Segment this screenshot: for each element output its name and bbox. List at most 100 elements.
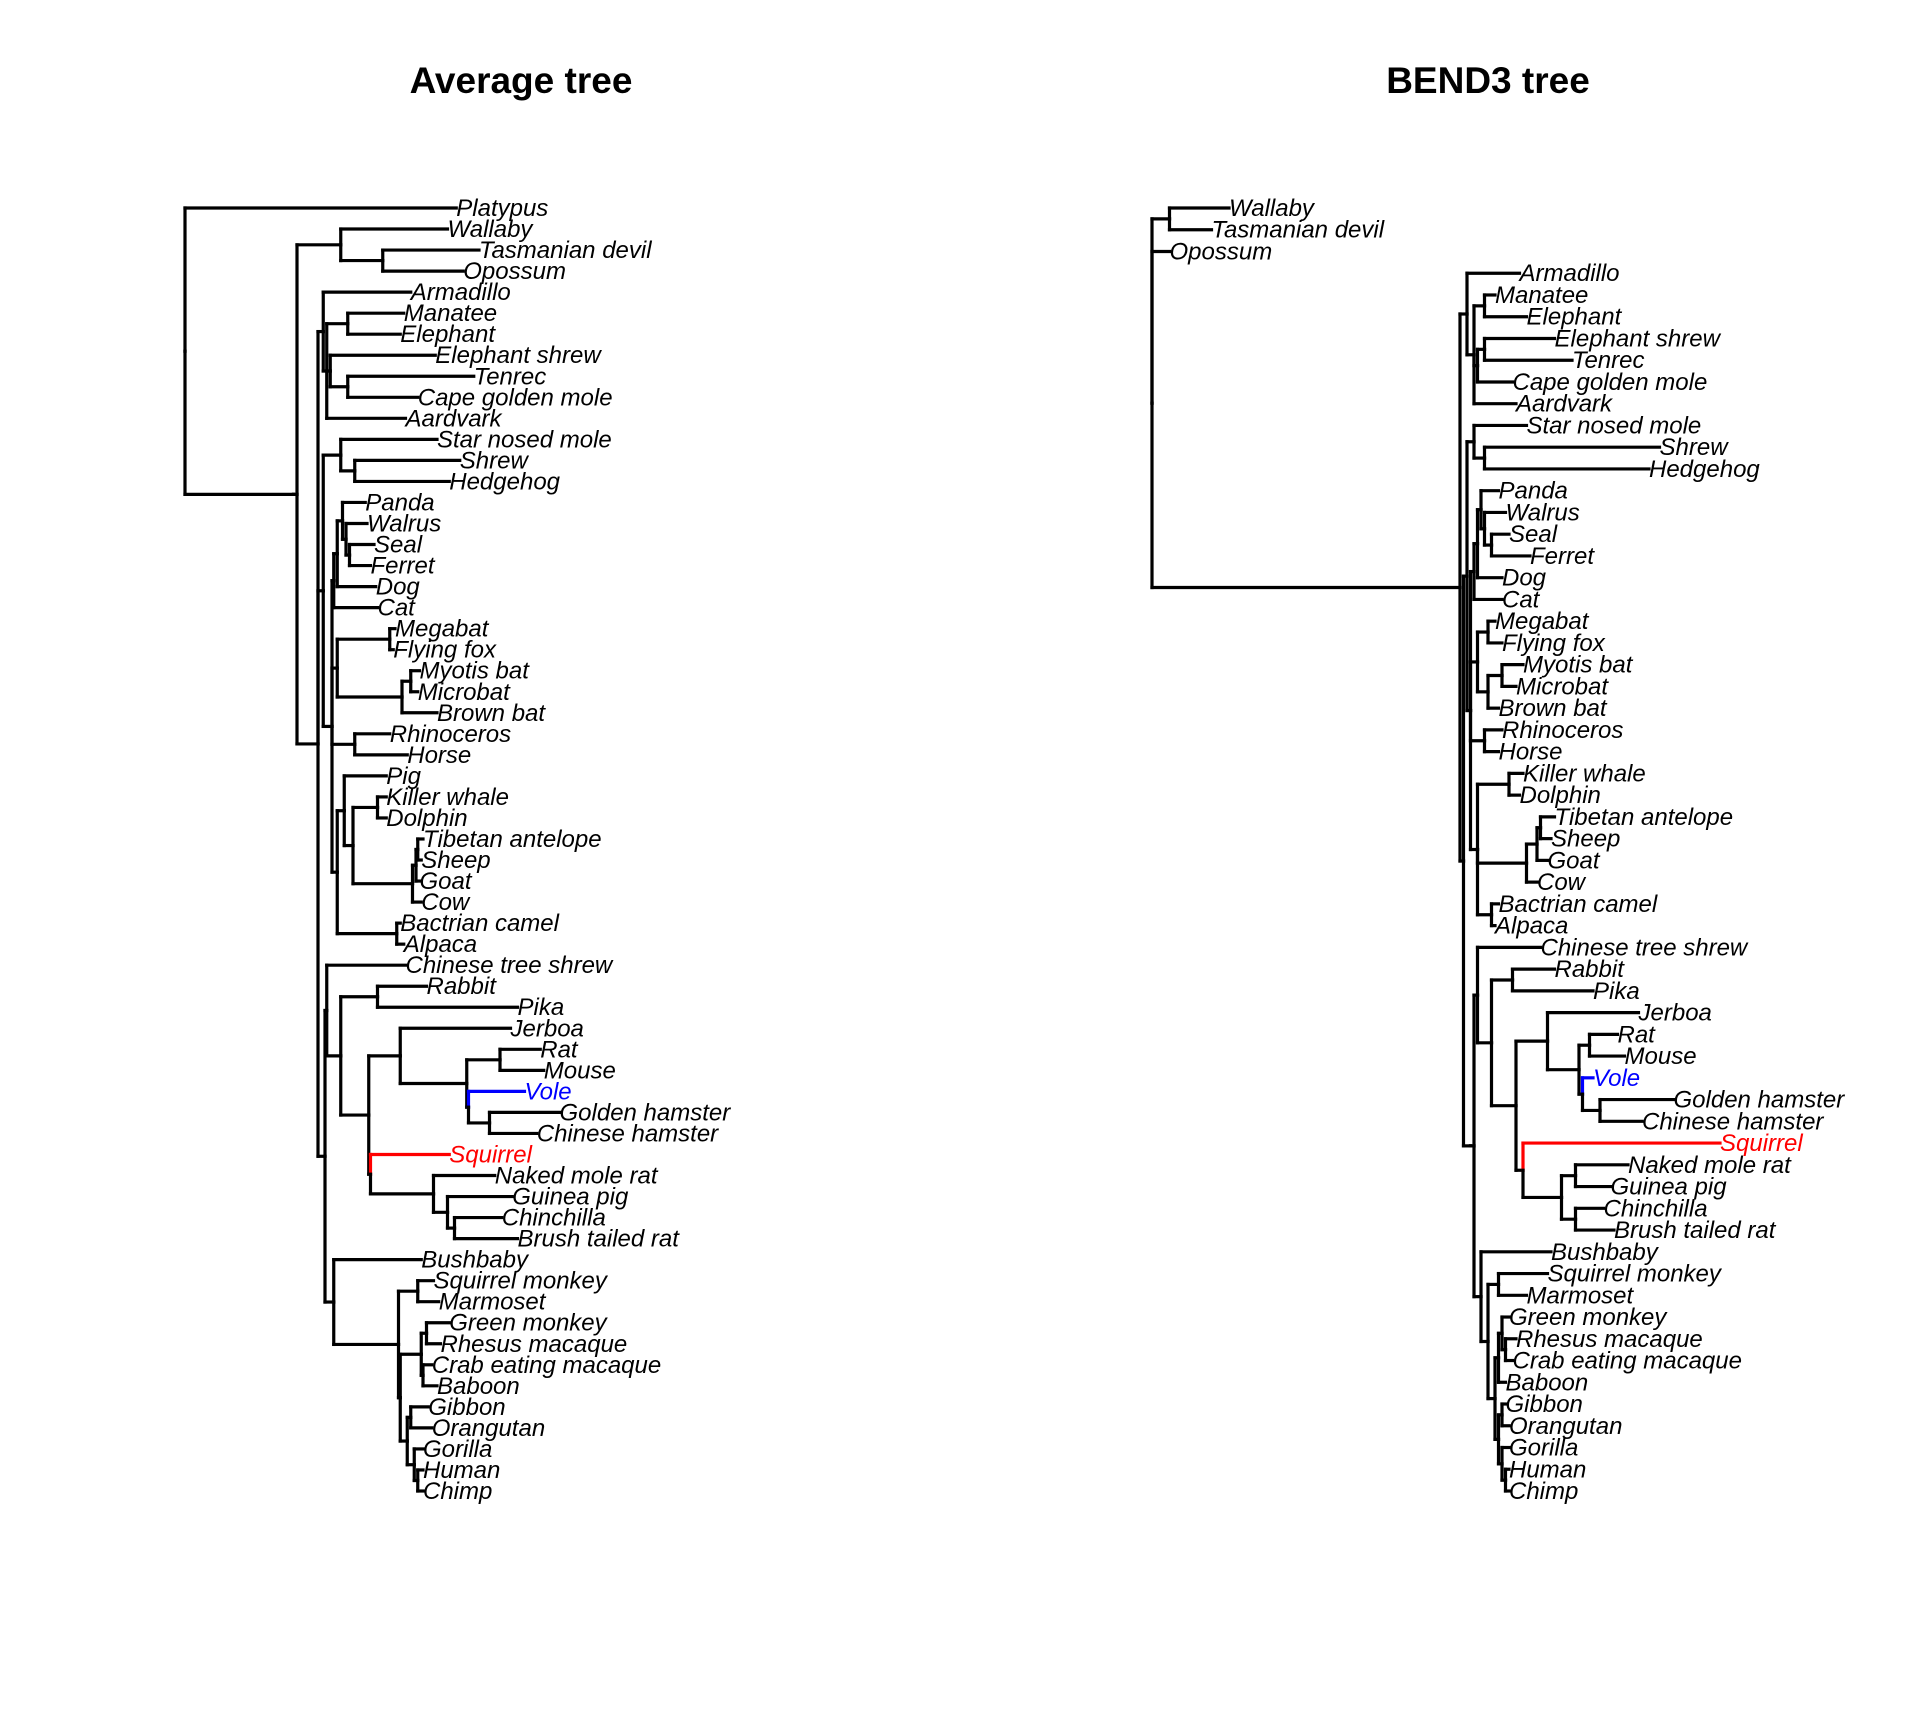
tip-label-tenrec: Tenrec bbox=[1572, 347, 1645, 374]
tip-label-seal: Seal bbox=[374, 532, 423, 559]
tip-label-shrew: Shrew bbox=[460, 447, 530, 474]
tip-label-chinese-tree-shrew: Chinese tree shrew bbox=[406, 952, 614, 979]
tip-label-vole: Vole bbox=[525, 1078, 572, 1105]
tip-label-guinea-pig: Guinea pig bbox=[512, 1184, 629, 1211]
tip-label-alpaca: Alpaca bbox=[402, 931, 477, 958]
tip-label-brown-bat: Brown bat bbox=[1499, 695, 1608, 722]
tip-label-brush-tailed-rat: Brush tailed rat bbox=[1614, 1217, 1777, 1244]
tip-label-rat: Rat bbox=[1618, 1021, 1657, 1048]
tip-label-star-nosed-mole: Star nosed mole bbox=[1527, 412, 1702, 439]
tip-label-elephant: Elephant bbox=[400, 321, 496, 348]
tip-label-dolphin: Dolphin bbox=[386, 805, 467, 832]
tip-label-dolphin: Dolphin bbox=[1520, 782, 1601, 809]
average-tree-title: Average tree bbox=[410, 60, 633, 101]
bend3-tree-branches bbox=[1150, 206, 1722, 1493]
tip-label-tibetan-antelope: Tibetan antelope bbox=[1555, 804, 1734, 831]
tip-label-panda: Panda bbox=[1499, 478, 1568, 505]
tip-label-panda: Panda bbox=[365, 489, 434, 516]
tip-label-mouse: Mouse bbox=[544, 1057, 616, 1084]
tip-label-ferret: Ferret bbox=[1530, 543, 1595, 570]
tip-label-cape-golden-mole: Cape golden mole bbox=[1513, 369, 1708, 396]
tip-label-orangutan: Orangutan bbox=[432, 1415, 545, 1442]
tip-label-killer-whale: Killer whale bbox=[386, 784, 509, 811]
tip-label-hedgehog: Hedgehog bbox=[1649, 456, 1760, 483]
tip-label-vole: Vole bbox=[1593, 1065, 1640, 1092]
tip-label-bushbaby: Bushbaby bbox=[421, 1247, 530, 1274]
tip-label-tasmanian-devil: Tasmanian devil bbox=[479, 237, 652, 264]
tip-label-orangutan: Orangutan bbox=[1509, 1413, 1622, 1440]
tip-label-rabbit: Rabbit bbox=[1555, 956, 1626, 983]
tip-label-platypus: Platypus bbox=[456, 195, 548, 222]
tip-label-cow: Cow bbox=[421, 889, 471, 916]
tip-label-walrus: Walrus bbox=[1506, 499, 1580, 526]
tip-label-myotis-bat: Myotis bat bbox=[420, 658, 531, 685]
tip-label-cat: Cat bbox=[378, 595, 417, 622]
tip-label-ferret: Ferret bbox=[371, 553, 436, 580]
tip-label-baboon: Baboon bbox=[437, 1373, 520, 1400]
tip-label-naked-mole-rat: Naked mole rat bbox=[1628, 1152, 1792, 1179]
tip-label-opossum: Opossum bbox=[463, 258, 566, 285]
tip-label-human: Human bbox=[423, 1457, 500, 1484]
tip-label-megabat: Megabat bbox=[395, 616, 490, 643]
tip-label-wallaby: Wallaby bbox=[1229, 195, 1316, 222]
tip-label-microbat: Microbat bbox=[1516, 673, 1609, 700]
bend3-tree-title: BEND3 tree bbox=[1386, 60, 1590, 101]
tip-label-hedgehog: Hedgehog bbox=[449, 468, 560, 495]
tip-label-flying-fox: Flying fox bbox=[1502, 630, 1606, 657]
tip-label-rat: Rat bbox=[540, 1036, 579, 1063]
tip-label-squirrel-monkey: Squirrel monkey bbox=[1548, 1261, 1723, 1288]
tip-label-crab-eating-macaque: Crab eating macaque bbox=[1513, 1348, 1742, 1375]
tip-label-manatee: Manatee bbox=[404, 300, 497, 327]
tip-label-gibbon: Gibbon bbox=[1506, 1391, 1583, 1418]
average-tree-branches bbox=[183, 206, 562, 1493]
tip-label-opossum: Opossum bbox=[1170, 238, 1273, 265]
tip-label-guinea-pig: Guinea pig bbox=[1611, 1174, 1728, 1201]
tip-label-chinchilla: Chinchilla bbox=[502, 1205, 606, 1232]
tip-label-marmoset: Marmoset bbox=[439, 1289, 547, 1316]
tip-label-pika: Pika bbox=[1593, 978, 1640, 1005]
tip-label-cow: Cow bbox=[1537, 869, 1587, 896]
tip-label-marmoset: Marmoset bbox=[1527, 1282, 1635, 1309]
tip-label-chimp: Chimp bbox=[423, 1478, 492, 1505]
tip-label-flying-fox: Flying fox bbox=[393, 637, 497, 664]
tip-label-rhinoceros: Rhinoceros bbox=[390, 721, 511, 748]
tip-label-shrew: Shrew bbox=[1660, 434, 1730, 461]
tip-label-horse: Horse bbox=[1499, 739, 1563, 766]
tip-label-goat: Goat bbox=[420, 868, 473, 895]
tip-label-seal: Seal bbox=[1509, 521, 1558, 548]
tip-label-gibbon: Gibbon bbox=[428, 1394, 505, 1421]
tip-label-cape-golden-mole: Cape golden mole bbox=[418, 384, 613, 411]
tip-label-green-monkey: Green monkey bbox=[449, 1310, 608, 1337]
tip-label-bactrian-camel: Bactrian camel bbox=[1499, 891, 1658, 918]
tip-label-sheep: Sheep bbox=[421, 847, 490, 874]
tip-label-golden-hamster: Golden hamster bbox=[560, 1099, 732, 1126]
tip-label-aardvark: Aardvark bbox=[1514, 391, 1614, 418]
tip-label-wallaby: Wallaby bbox=[448, 216, 535, 243]
tip-label-baboon: Baboon bbox=[1506, 1369, 1589, 1396]
tip-label-dog: Dog bbox=[1502, 565, 1547, 592]
tip-label-elephant: Elephant bbox=[1527, 304, 1623, 331]
tip-label-myotis-bat: Myotis bat bbox=[1523, 652, 1634, 679]
tip-label-jerboa: Jerboa bbox=[1638, 1000, 1712, 1027]
tip-label-rhesus-macaque: Rhesus macaque bbox=[1516, 1326, 1703, 1353]
tip-label-chimp: Chimp bbox=[1509, 1478, 1578, 1505]
tip-label-squirrel: Squirrel bbox=[1720, 1130, 1803, 1157]
tip-label-bushbaby: Bushbaby bbox=[1551, 1239, 1660, 1266]
tip-label-elephant-shrew: Elephant shrew bbox=[1555, 325, 1722, 352]
tip-label-green-monkey: Green monkey bbox=[1509, 1304, 1668, 1331]
tip-label-microbat: Microbat bbox=[418, 679, 511, 706]
tip-label-rhinoceros: Rhinoceros bbox=[1502, 717, 1623, 744]
tip-label-walrus: Walrus bbox=[367, 510, 441, 537]
tip-label-chinese-hamster: Chinese hamster bbox=[1642, 1108, 1824, 1135]
tip-label-brown-bat: Brown bat bbox=[437, 700, 546, 727]
tip-label-gorilla: Gorilla bbox=[423, 1436, 492, 1463]
tip-label-armadillo: Armadillo bbox=[1518, 260, 1620, 287]
tip-label-pig: Pig bbox=[386, 763, 421, 790]
tip-label-crab-eating-macaque: Crab eating macaque bbox=[432, 1352, 661, 1379]
tip-label-tibetan-antelope: Tibetan antelope bbox=[423, 826, 602, 853]
